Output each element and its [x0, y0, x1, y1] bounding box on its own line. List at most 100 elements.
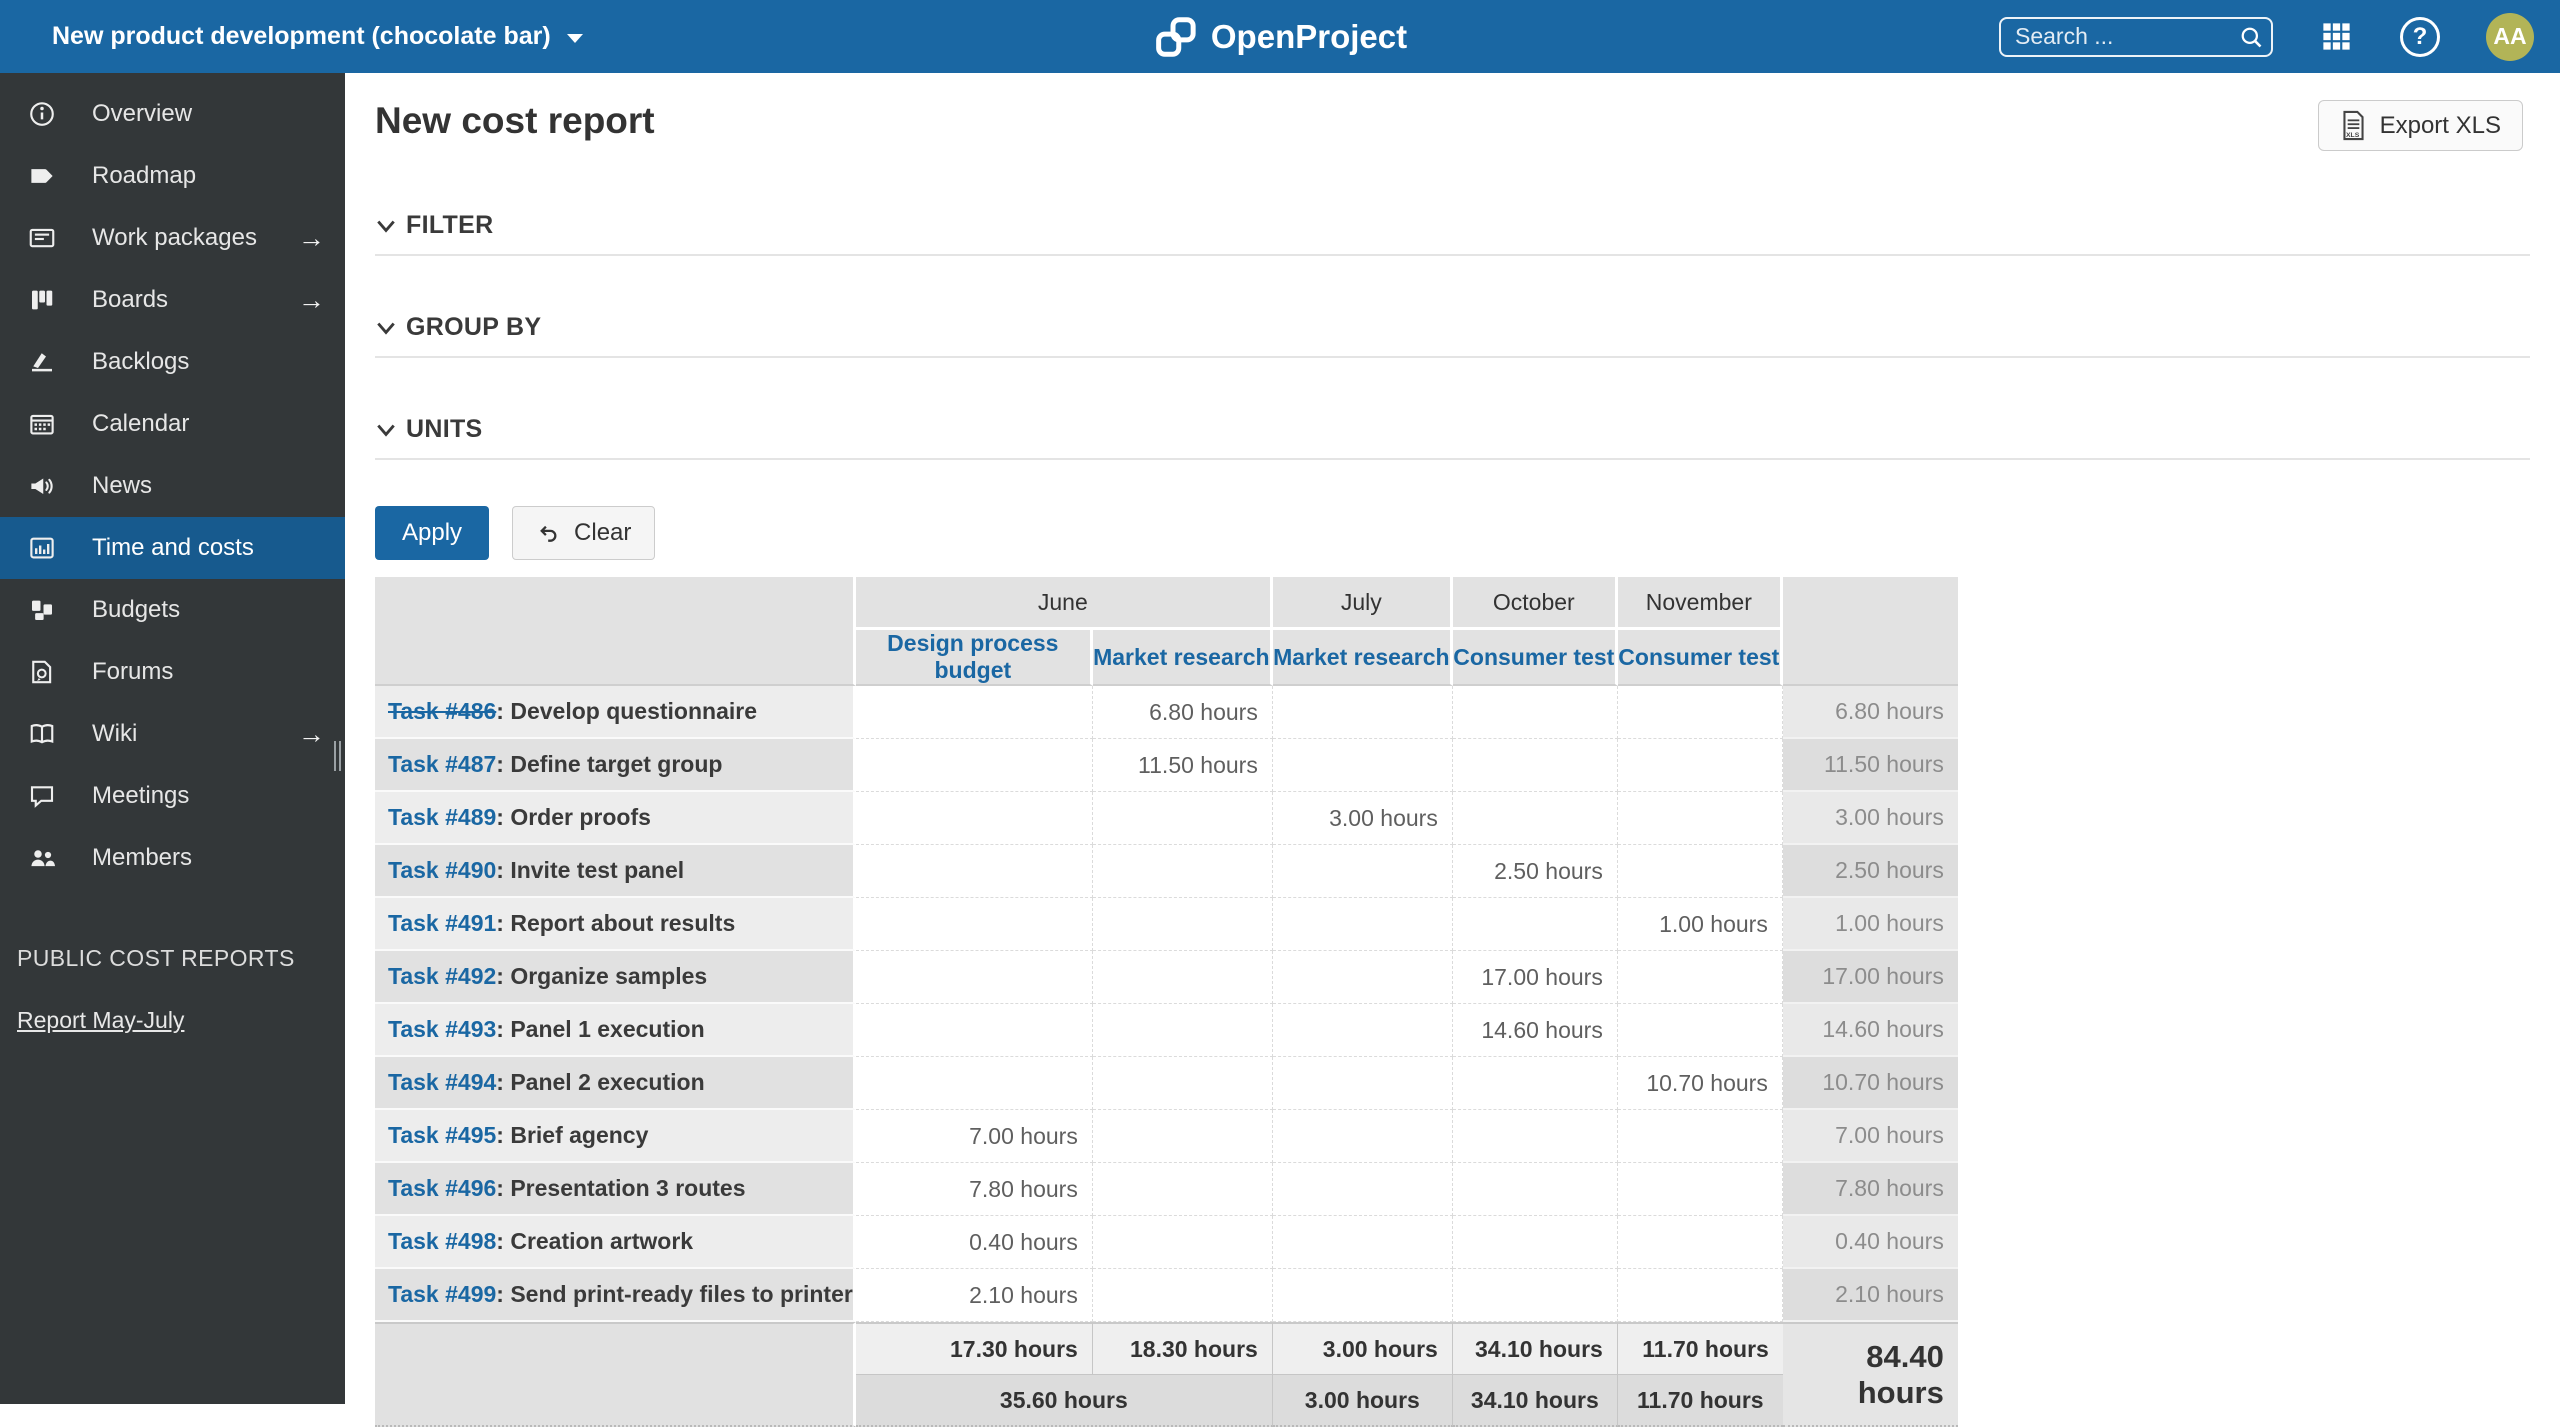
task-link[interactable]: Task #495 [388, 1122, 497, 1148]
members-icon [27, 843, 57, 873]
units-section-toggle[interactable]: UNITS [375, 415, 2530, 444]
subtotal-row: 17.30 hours 18.30 hours 3.00 hours 34.10 ho… [375, 1322, 1958, 1427]
xls-file-icon: XLS [2343, 110, 2364, 141]
sidebar-item-label: News [92, 472, 153, 499]
hours-cell [1617, 1110, 1783, 1163]
cost-type-link[interactable]: Market research [1093, 643, 1270, 670]
row-label-header-cell [375, 577, 856, 686]
search-icon[interactable] [2238, 24, 2265, 51]
hours-cell [1092, 951, 1273, 1004]
submenu-arrow-icon[interactable]: → [298, 284, 325, 315]
task-link[interactable]: Task #493 [388, 1016, 497, 1042]
sidebar-item-news[interactable]: News [0, 455, 345, 517]
sidebar-item-calendar[interactable]: Calendar [0, 393, 345, 455]
hours-cell [1272, 1269, 1453, 1322]
task-link[interactable]: Task #494 [388, 1069, 497, 1095]
hours-cell [1092, 792, 1273, 845]
sidebar-item-wiki[interactable]: Wiki → [0, 703, 345, 765]
search-input[interactable] [1999, 16, 2273, 57]
report-may-july-link[interactable]: Report May-July [17, 1007, 185, 1033]
submenu-arrow-icon[interactable]: → [298, 718, 325, 749]
table-row: Task #486: Develop questionnaire 6.80 hou… [375, 686, 1958, 739]
sidebar-item-forums[interactable]: Forums [0, 641, 345, 703]
hours-cell [1272, 739, 1453, 792]
sidebar-item-label: Wiki [92, 720, 138, 747]
openproject-logo[interactable]: OpenProject [1153, 14, 1407, 60]
sidebar-item-boards[interactable]: Boards → [0, 269, 345, 331]
task-link[interactable]: Task #486 [388, 698, 497, 724]
sidebar-item-label: Forums [92, 658, 174, 685]
sidebar-item-label: Backlogs [92, 348, 190, 375]
project-selector[interactable]: New product development (chocolate bar) [52, 22, 583, 51]
sidebar-item-members[interactable]: Members [0, 827, 345, 889]
sidebar-item-roadmap[interactable]: Roadmap [0, 145, 345, 207]
table-row: Task #490: Invite test panel 2.50 hours 2.… [375, 845, 1958, 898]
row-total-cell: 14.60 hours [1782, 1004, 1958, 1057]
chevron-down-icon [377, 220, 395, 233]
sidebar-item-label: Budgets [92, 596, 181, 623]
calendar-icon [27, 409, 57, 439]
user-avatar[interactable]: AA [2486, 12, 2534, 61]
task-label-cell: Task #499: Send print-ready files to pri… [375, 1269, 856, 1322]
sidebar-item-backlogs[interactable]: Backlogs [0, 331, 345, 393]
table-row: Task #496: Presentation 3 routes 7.80 hou… [375, 1163, 1958, 1216]
cost-type-link[interactable]: Design process budget [887, 630, 1059, 683]
project-name: New product development (chocolate bar) [52, 22, 551, 50]
hours-cell [1092, 1004, 1273, 1057]
task-link[interactable]: Task #490 [388, 857, 497, 883]
hours-cell [1092, 898, 1273, 951]
table-row: Task #499: Send print-ready files to pri… [375, 1269, 1958, 1322]
submenu-arrow-icon[interactable]: → [298, 222, 325, 253]
clear-button[interactable]: Clear [512, 506, 656, 560]
hours-cell [1272, 1057, 1453, 1110]
sidebar-item-budgets[interactable]: Budgets [0, 579, 345, 641]
sidebar-item-work-packages[interactable]: Work packages → [0, 207, 345, 269]
cost-type-link[interactable]: Consumer test [1453, 643, 1615, 670]
section-divider [375, 356, 2530, 358]
task-link[interactable]: Task #489 [388, 804, 497, 830]
column-subtotal-cell: 11.70 hours [1617, 1322, 1783, 1374]
svg-text:XLS: XLS [2346, 132, 2360, 139]
hours-cell [1092, 1163, 1273, 1216]
month-total-cell: 11.70 hours [1617, 1374, 1783, 1427]
export-xls-label: Export XLS [2379, 111, 2501, 139]
hours-cell [855, 898, 1093, 951]
task-label-cell: Task #498: Creation artwork [375, 1216, 856, 1269]
content-area: New cost report XLS Export XLS FILTER [345, 73, 2560, 1427]
filter-section-toggle[interactable]: FILTER [375, 211, 2530, 240]
hours-cell [855, 686, 1093, 739]
column-subtotal-cell: 18.30 hours [1092, 1322, 1273, 1374]
help-button[interactable]: ? [2400, 16, 2440, 57]
cost-type-link[interactable]: Consumer test [1618, 643, 1780, 670]
cost-type-link[interactable]: Market research [1273, 643, 1450, 670]
apps-grid-icon[interactable] [2319, 19, 2354, 54]
hours-cell [1272, 1110, 1453, 1163]
sidebar-item-label: Boards [92, 286, 169, 313]
table-row: Task #498: Creation artwork 0.40 hours 0.4… [375, 1216, 1958, 1269]
task-label-cell: Task #492: Organize samples [375, 951, 856, 1004]
sidebar-item-time-and-costs[interactable]: Time and costs [0, 517, 345, 579]
group-by-section: GROUP BY [375, 313, 2530, 358]
task-link[interactable]: Task #487 [388, 751, 497, 777]
export-xls-button[interactable]: XLS Export XLS [2317, 100, 2523, 151]
sidebar-item-meetings[interactable]: Meetings [0, 765, 345, 827]
task-link[interactable]: Task #492 [388, 963, 497, 989]
task-link[interactable]: Task #496 [388, 1175, 497, 1201]
task-link[interactable]: Task #498 [388, 1228, 497, 1254]
month-header-july: July [1272, 577, 1453, 630]
task-link[interactable]: Task #491 [388, 910, 497, 936]
task-title: : Report about results [496, 910, 736, 936]
work-packages-icon [27, 223, 57, 253]
group-by-section-toggle[interactable]: GROUP BY [375, 313, 2530, 342]
row-total-cell: 0.40 hours [1782, 1216, 1958, 1269]
sidebar-item-overview[interactable]: Overview [0, 83, 345, 145]
hours-cell: 2.10 hours [855, 1269, 1093, 1322]
hours-cell [855, 845, 1093, 898]
month-header-october: October [1452, 577, 1618, 630]
task-link[interactable]: Task #499 [388, 1281, 497, 1307]
meetings-icon [27, 781, 57, 811]
apply-button[interactable]: Apply [375, 506, 490, 560]
hours-cell: 3.00 hours [1272, 792, 1453, 845]
sidebar-resize-handle[interactable] [334, 733, 344, 779]
hours-cell [1452, 739, 1618, 792]
